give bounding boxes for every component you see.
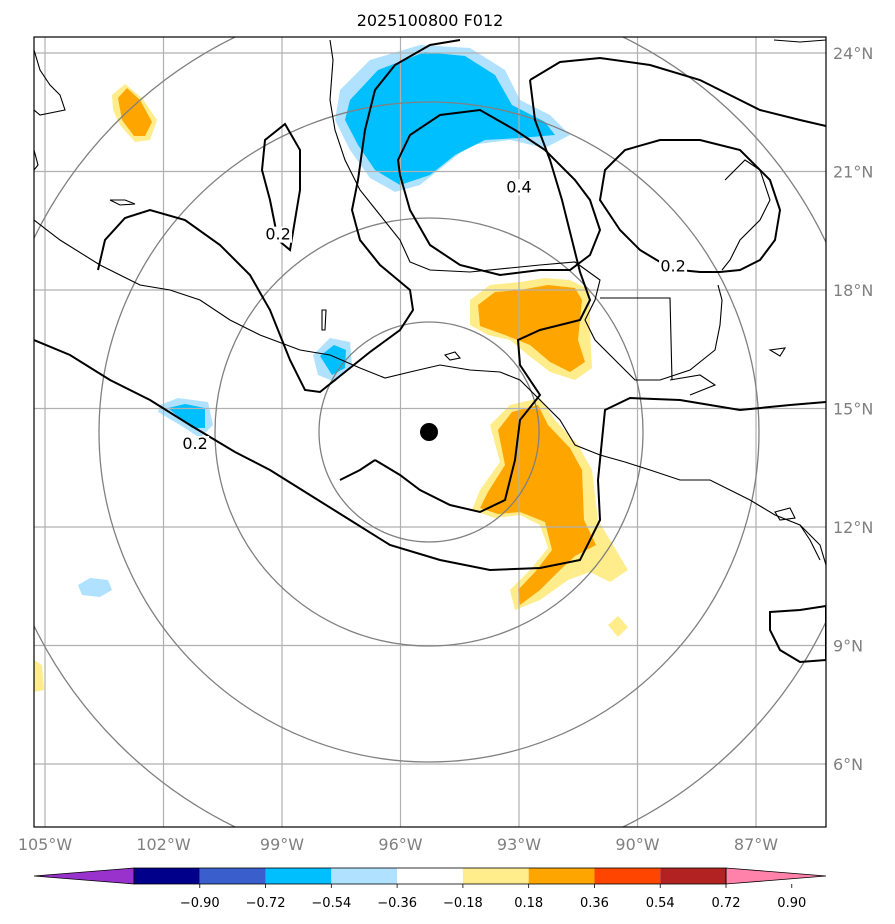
- contour-line: [374, 79, 592, 514]
- contour-line: [97, 39, 461, 394]
- contour-label-bg: [264, 226, 293, 243]
- contour-line: [769, 604, 826, 664]
- colorbar-label: −0.90: [180, 896, 220, 911]
- colorbar-label: 0.18: [514, 896, 543, 911]
- graticule: [34, 37, 826, 827]
- contour-label-bg: [181, 436, 210, 452]
- contour-line: [34, 339, 826, 572]
- colorbar-min-extension: [33, 867, 135, 885]
- colorbar-box: [528, 868, 595, 884]
- colorbar-box: [397, 868, 463, 884]
- colorbar: −0.90 −0.72 −0.54 −0.36 −0.18 0.18 0.36 0.54 0.7…: [33, 867, 827, 911]
- range-rings: [34, 37, 826, 827]
- longitude-labels: 105°W 102°W 99°W 96°W 93°W 90°W 87°W: [18, 835, 778, 854]
- latitude-label: 21°N: [833, 163, 873, 182]
- longitude-label: 87°W: [734, 835, 778, 854]
- longitude-label: 99°W: [260, 835, 304, 854]
- contour-label: 0.2: [660, 256, 685, 275]
- longitude-label: 93°W: [497, 835, 541, 854]
- center-marker: [420, 423, 438, 441]
- contour-label-bg: [659, 258, 688, 275]
- contour-line: [260, 122, 301, 252]
- contour-label-bg: [505, 179, 533, 196]
- colorbar-box: [134, 868, 200, 884]
- colorbar-label: 0.72: [712, 896, 741, 911]
- colorbar-box: [594, 868, 661, 884]
- colorbar-box: [331, 868, 398, 884]
- range-ring: [214, 217, 644, 647]
- latitude-label: 18°N: [833, 281, 873, 300]
- latitude-label: 15°N: [833, 400, 873, 419]
- colorbar-frame: [133, 867, 727, 885]
- shaded-field: [34, 45, 628, 692]
- colorbar-box: [265, 868, 332, 884]
- contour-label: 0.2: [265, 225, 290, 244]
- colorbar-label: −0.54: [311, 896, 351, 911]
- colorbar-max-extension: [725, 867, 827, 885]
- colorbar-label: −0.18: [443, 896, 483, 911]
- colorbar-label: −0.36: [377, 896, 417, 911]
- contour-labels: 0.2 0.4 0.2 0.2: [181, 177, 688, 453]
- longitude-label: 102°W: [136, 835, 191, 854]
- latitude-label: 24°N: [833, 44, 873, 63]
- latitude-labels: 24°N 21°N 18°N 15°N 12°N 9°N 6°N: [833, 44, 873, 774]
- colorbar-label: 0.90: [777, 896, 806, 911]
- colorbar-label: −0.72: [246, 896, 286, 911]
- range-ring: [98, 101, 760, 763]
- colorbar-box: [462, 868, 529, 884]
- contour-line: [529, 56, 826, 127]
- latitude-label: 12°N: [833, 518, 873, 537]
- colorbar-label: 0.36: [580, 896, 609, 911]
- longitude-label: 90°W: [615, 835, 659, 854]
- colorbar-box: [199, 868, 266, 884]
- colorbar-label: 0.54: [646, 896, 675, 911]
- coastlines: [34, 39, 826, 566]
- map-panel: 0.2 0.4 0.2 0.2: [34, 37, 826, 827]
- longitude-label: 96°W: [378, 835, 422, 854]
- contour-label: 0.4: [506, 177, 531, 196]
- contour-line: [396, 108, 602, 277]
- contour-line: [339, 459, 376, 481]
- latitude-label: 6°N: [833, 755, 863, 774]
- contour-lines: [34, 39, 826, 664]
- contour-label: 0.2: [182, 434, 207, 453]
- longitude-label: 105°W: [18, 835, 73, 854]
- range-ring: [318, 321, 540, 543]
- map-title: 2025100800 F012: [357, 11, 504, 30]
- latitude-label: 9°N: [833, 637, 863, 656]
- map-frame: [33, 36, 827, 828]
- colorbar-box: [660, 868, 726, 884]
